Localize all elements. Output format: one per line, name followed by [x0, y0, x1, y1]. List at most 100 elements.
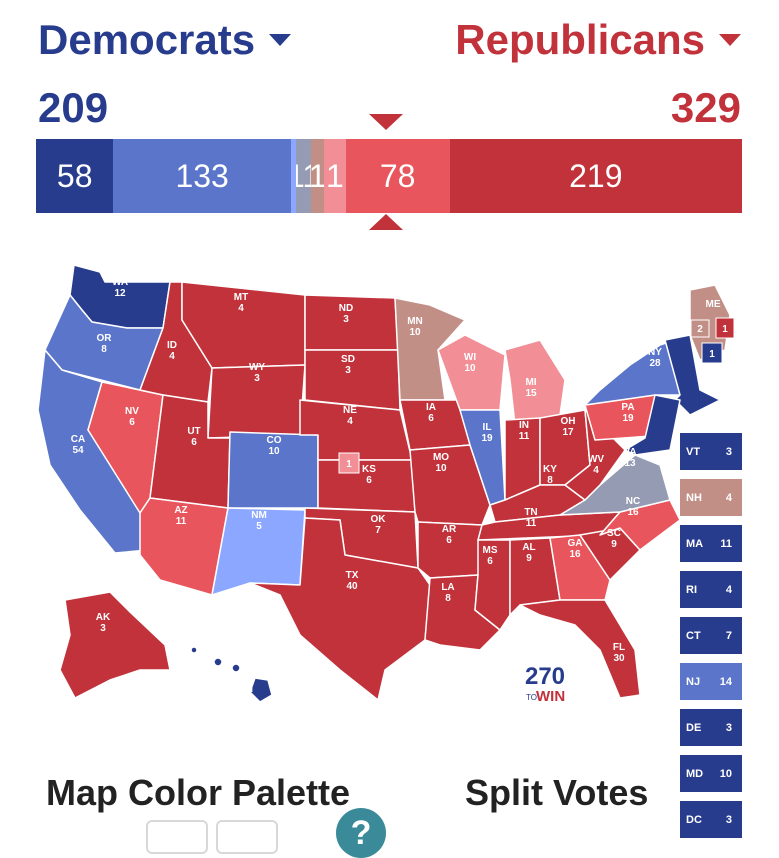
state-ev-tn: 11 [526, 518, 537, 529]
state-label-or: OR [97, 333, 113, 344]
ne-district-2[interactable] [338, 452, 360, 474]
state-nj-md[interactable] [624, 394, 681, 456]
state-label-wa: WA [112, 277, 128, 288]
logo-to: TO [526, 693, 537, 702]
state-ev-or: 8 [101, 344, 107, 355]
state-me[interactable] [689, 284, 731, 361]
small-state-ma[interactable]: MA 11 [680, 525, 742, 562]
democrats-label: Democrats [38, 16, 256, 63]
state-label-ca: CA [71, 434, 85, 445]
small-state-ri[interactable]: RI 4 [680, 571, 742, 608]
state-va[interactable] [559, 454, 671, 516]
small-state-vt[interactable]: VT 3 [680, 433, 742, 470]
bar-segment-tilt-rep[interactable]: 1 [310, 139, 325, 213]
state-label-fl: FL [613, 642, 625, 653]
bar-segment-likely-dem[interactable]: 133 [113, 139, 291, 213]
state-ny[interactable] [584, 339, 681, 406]
democrats-dropdown[interactable]: Democrats [38, 16, 292, 64]
state-ev-oh: 17 [562, 427, 574, 438]
bar-segment-likely-rep[interactable]: 78 [345, 139, 450, 213]
state-fl[interactable] [519, 599, 641, 699]
state-ga[interactable] [549, 534, 611, 601]
state-ev-la: 8 [445, 593, 451, 604]
bar-segment-safe-rep[interactable]: 219 [449, 139, 742, 213]
state-label-mo: MO [433, 452, 449, 463]
state-ev-tx: 40 [346, 581, 358, 592]
270-marker-bottom-icon [369, 214, 403, 230]
bar-segment-lean-dem[interactable] [290, 139, 297, 213]
state-ev-az: 11 [176, 516, 187, 527]
split-votes-title: Split Votes [465, 772, 649, 813]
state-label-ms: MS [483, 545, 498, 556]
state-label-ne: NE [343, 405, 357, 416]
small-state-ev: 3 [725, 445, 732, 458]
state-ev-al: 9 [526, 553, 532, 564]
small-state-nj[interactable]: NJ 14 [680, 663, 742, 700]
state-hi-islands [231, 663, 241, 673]
map-color-palette-title: Map Color Palette [46, 772, 351, 813]
logo-win: WIN [536, 688, 565, 705]
state-label-la: LA [441, 582, 454, 593]
state-ev-wv: 4 [593, 465, 599, 476]
state-wi[interactable] [437, 334, 506, 411]
state-label-me: ME [706, 299, 721, 310]
state-ev-ky: 8 [547, 475, 553, 486]
republicans-label: Republicans [455, 16, 705, 63]
small-state-ev: 7 [725, 629, 732, 642]
state-ev-hi: 4 [245, 695, 251, 706]
state-hi-islands [213, 657, 223, 667]
state-ev-mt: 4 [238, 303, 244, 314]
me-district-1[interactable] [715, 317, 735, 339]
palette-button[interactable] [216, 820, 278, 854]
state-ak[interactable] [59, 591, 171, 699]
state-label-wy: WY [249, 362, 265, 373]
state-ev-mi: 15 [525, 388, 537, 399]
bar-segment-safe-dem[interactable]: 58 [36, 139, 114, 213]
state-ev-mn: 10 [409, 327, 421, 338]
chevron-down-icon [719, 33, 741, 46]
small-state-de[interactable]: DE 3 [680, 709, 742, 746]
logo-270: 270 [525, 663, 565, 690]
palette-button[interactable] [146, 820, 208, 854]
state-label-al: AL [522, 542, 535, 553]
state-ev-nm: 5 [256, 521, 262, 532]
state-ev-sd: 3 [345, 365, 351, 376]
bar-segment-lean-rep[interactable]: 1 [324, 139, 346, 213]
state-label-sc: SC [607, 528, 621, 539]
state-label-nv: NV [125, 406, 139, 417]
district-label: 2 [697, 324, 703, 335]
state-ev-mo: 10 [435, 463, 447, 474]
state-ev-ms: 6 [487, 556, 493, 567]
small-state-nh[interactable]: NH 4 [680, 479, 742, 516]
small-state-abbr: VT [686, 445, 701, 458]
state-ev-ks: 6 [366, 475, 372, 486]
state-ev-nv: 6 [129, 417, 135, 428]
state-ev-ok: 7 [375, 525, 381, 536]
state-tx[interactable] [249, 517, 431, 701]
district-label: 1 [346, 459, 352, 470]
270towin-logo: 270 TO WIN [525, 663, 565, 705]
state-new-england[interactable] [664, 334, 721, 416]
state-ev-ga: 16 [569, 549, 581, 560]
state-label-ut: UT [187, 426, 200, 437]
small-state-dc[interactable]: DC 3 [680, 801, 742, 838]
me-district-2[interactable] [690, 319, 710, 338]
state-label-wv: WV [588, 454, 604, 465]
state-ev-il: 19 [481, 433, 493, 444]
small-state-ev: 3 [725, 721, 732, 734]
small-state-md[interactable]: MD 10 [680, 755, 742, 792]
state-ev-co: 10 [268, 446, 280, 457]
electoral-vote-bar: 58 133 11 1 1 78 219 [36, 139, 742, 213]
small-state-ev: 4 [725, 491, 732, 504]
state-hi-islands [190, 646, 198, 654]
me-at-large[interactable] [701, 342, 723, 364]
state-ev-ia: 6 [428, 413, 434, 424]
state-hi[interactable] [249, 677, 273, 703]
state-label-hi: HI [243, 684, 253, 695]
bar-segment-tossup[interactable]: 11 [296, 139, 311, 213]
state-ev-ca: 54 [72, 445, 84, 456]
state-ev-ak: 3 [100, 623, 106, 634]
republicans-dropdown[interactable]: Republicans [455, 16, 741, 64]
help-icon[interactable]: ? [336, 808, 386, 858]
small-state-ct[interactable]: CT 7 [680, 617, 742, 654]
